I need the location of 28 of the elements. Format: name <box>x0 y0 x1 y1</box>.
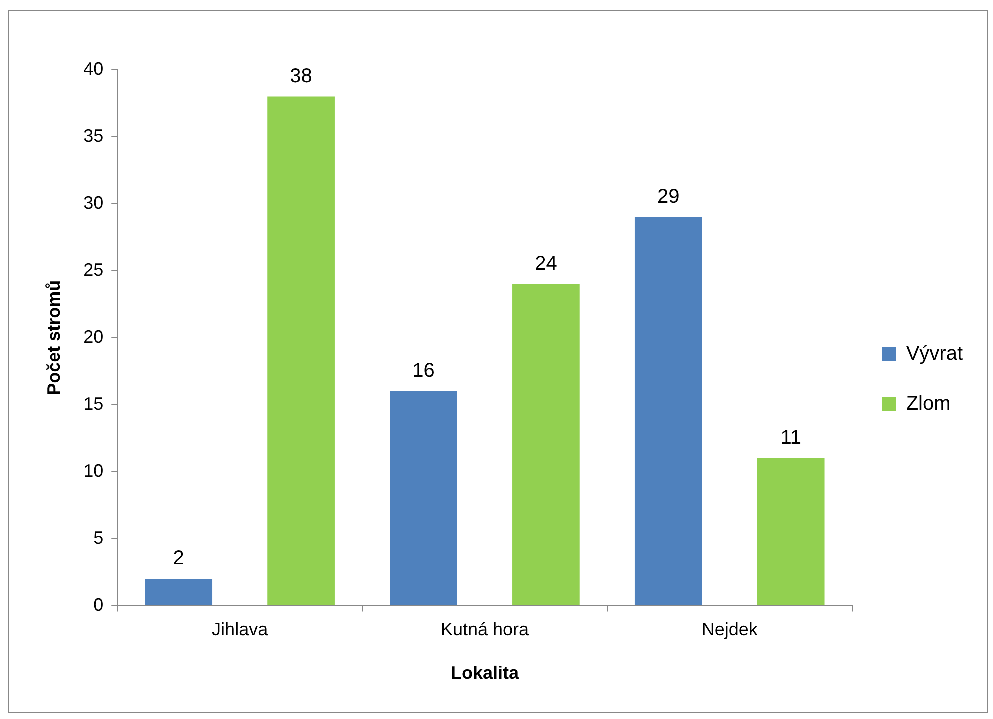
legend-label: Vývrat <box>906 343 964 366</box>
y-tick-label: 30 <box>84 192 104 213</box>
y-tick-label: 40 <box>84 58 104 79</box>
bar <box>390 391 458 606</box>
x-tick-label: Nejdek <box>702 620 759 640</box>
y-axis-title: Počet stromů <box>44 280 64 396</box>
data-label: 16 <box>412 360 435 382</box>
y-tick-label: 15 <box>84 394 104 414</box>
y-tick-label: 25 <box>84 260 104 280</box>
x-tick-label: Jihlava <box>212 620 270 640</box>
y-tick-label: 20 <box>84 326 104 347</box>
legend-label: Zlom <box>906 393 951 416</box>
bar <box>268 96 335 606</box>
y-tick-label: 0 <box>94 594 104 615</box>
data-label: 24 <box>535 252 558 275</box>
y-tick-label: 10 <box>84 460 104 481</box>
bar <box>512 284 580 606</box>
bar <box>145 579 213 606</box>
x-axis-title: Lokalita <box>450 663 520 684</box>
y-tick-label: 5 <box>94 528 104 548</box>
data-label: 11 <box>780 426 802 449</box>
data-label: 38 <box>290 65 312 88</box>
bar <box>634 217 702 606</box>
x-tick-label: Kutná hora <box>440 620 530 640</box>
data-label: 29 <box>658 186 680 208</box>
y-tick-label: 35 <box>84 126 104 146</box>
data-label: 2 <box>173 548 184 570</box>
bar <box>757 458 825 606</box>
